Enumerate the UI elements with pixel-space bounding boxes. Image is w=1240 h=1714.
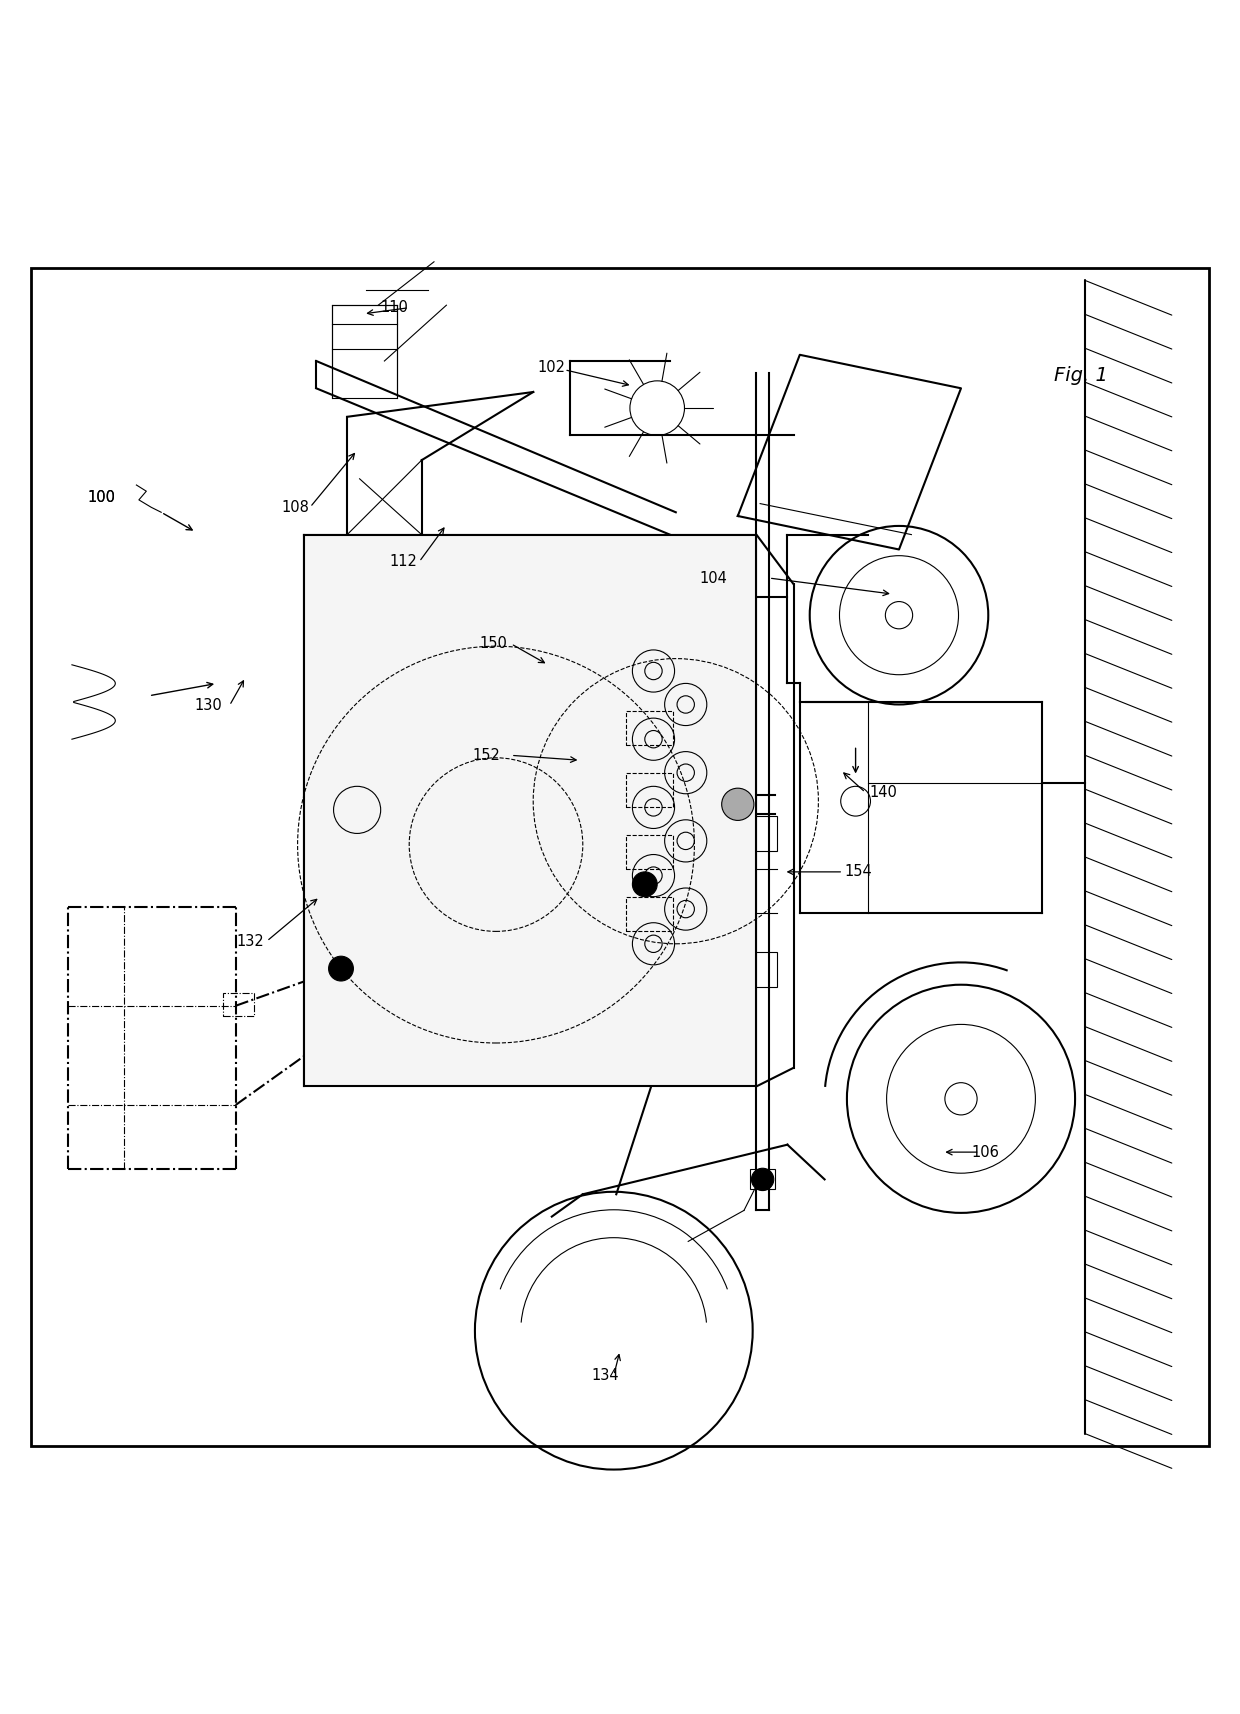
Bar <box>750 1169 775 1190</box>
Bar <box>626 896 673 931</box>
Text: 150: 150 <box>480 636 507 651</box>
Text: Fig. 1: Fig. 1 <box>1054 367 1109 386</box>
Text: 132: 132 <box>237 934 264 950</box>
Bar <box>332 305 397 398</box>
Bar <box>626 773 673 807</box>
Text: 140: 140 <box>869 785 897 800</box>
Bar <box>223 994 254 1016</box>
Circle shape <box>632 872 657 896</box>
Text: 134: 134 <box>591 1368 619 1383</box>
Circle shape <box>751 1169 774 1191</box>
Bar <box>748 816 777 850</box>
Text: 110: 110 <box>381 300 408 315</box>
Text: 100: 100 <box>88 490 115 506</box>
Text: 112: 112 <box>389 554 417 569</box>
Text: 152: 152 <box>472 747 500 763</box>
Bar <box>626 835 673 869</box>
Bar <box>748 953 777 987</box>
Circle shape <box>329 956 353 980</box>
Text: 106: 106 <box>972 1145 999 1160</box>
Text: 100: 100 <box>88 490 115 506</box>
Bar <box>304 535 756 1087</box>
Circle shape <box>722 788 754 821</box>
Text: 154: 154 <box>844 864 872 879</box>
Text: 130: 130 <box>195 698 222 713</box>
Text: 104: 104 <box>699 571 727 586</box>
Text: 108: 108 <box>281 500 309 514</box>
Bar <box>626 711 673 746</box>
Text: 102: 102 <box>538 360 565 375</box>
